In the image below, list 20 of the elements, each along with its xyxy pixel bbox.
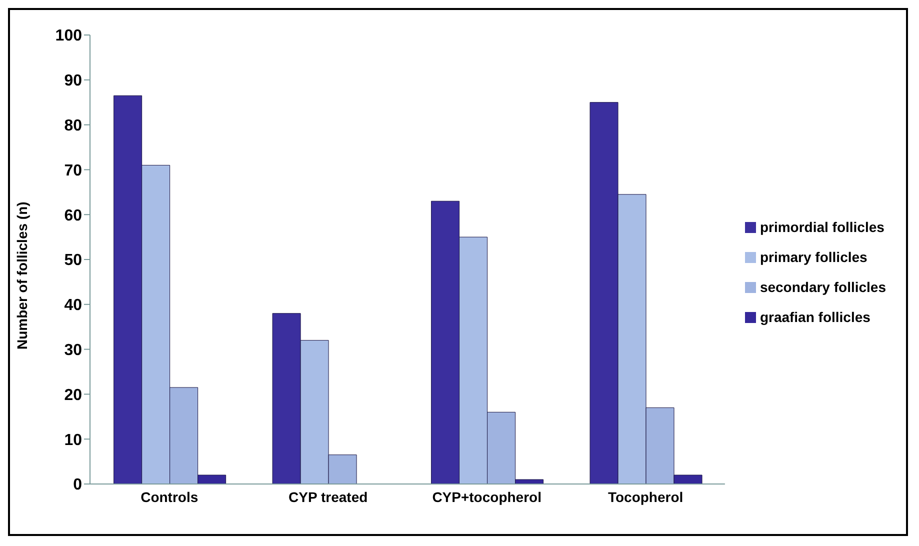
legend-label: graafian follicles (760, 309, 870, 325)
x-tick-label: CYP+tocopherol (432, 488, 542, 505)
legend-label: secondary follicles (760, 279, 886, 295)
legend-label: primordial follicles (760, 219, 884, 235)
y-tick-label: 40 (64, 297, 82, 314)
y-tick-label: 70 (64, 162, 82, 180)
x-tick-label: Tocopherol (608, 488, 684, 505)
legend-label: primary follicles (760, 249, 868, 265)
y-axis-title: Number of follicles (n) (14, 202, 30, 350)
y-tick-label: 10 (64, 432, 82, 449)
y-tick-label: 60 (64, 207, 82, 224)
x-tick-label: Controls (140, 488, 198, 505)
y-tick-label: 0 (73, 476, 82, 494)
x-tick-label: CYP treated (288, 488, 368, 505)
y-tick-label: 20 (64, 386, 82, 404)
y-tick-label: 50 (64, 252, 82, 270)
y-tick-label: 100 (55, 28, 82, 45)
y-tick-label: 90 (64, 72, 82, 90)
y-tick-label: 30 (64, 342, 82, 359)
y-tick-label: 80 (64, 117, 82, 134)
